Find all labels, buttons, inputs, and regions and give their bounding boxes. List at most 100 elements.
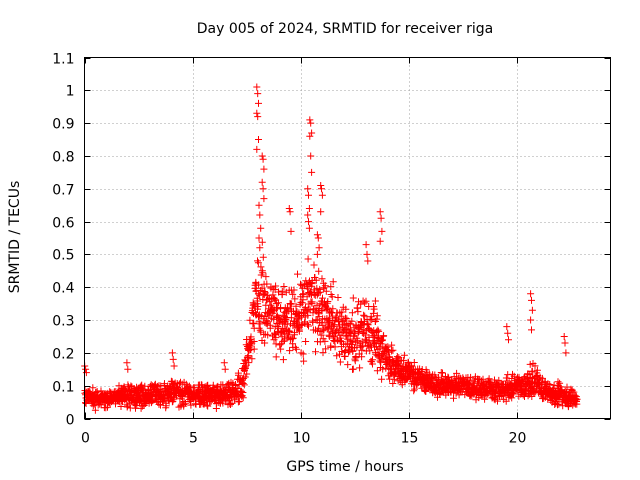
- data-point: [327, 283, 335, 291]
- data-point: [560, 333, 568, 340]
- chart-title: Day 005 of 2024, SRMTID for receiver rig…: [197, 21, 494, 37]
- data-point: [369, 309, 377, 317]
- y-tick-label: 0.8: [52, 150, 74, 166]
- data-point: [258, 267, 266, 275]
- data-point: [362, 297, 370, 305]
- data-point: [304, 311, 312, 319]
- data-point: [245, 359, 253, 367]
- data-point: [319, 294, 326, 302]
- data-point: [278, 287, 286, 295]
- data-point: [270, 295, 278, 303]
- data-point: [337, 334, 345, 342]
- data-point: [82, 365, 90, 373]
- data-point: [212, 405, 220, 412]
- x-tick-label: 10: [293, 431, 311, 447]
- data-point: [255, 136, 262, 143]
- data-point: [227, 401, 234, 408]
- data-point: [316, 288, 324, 296]
- data-point: [444, 373, 452, 381]
- data-point: [91, 406, 99, 414]
- data-point: [453, 369, 461, 377]
- data-point: [277, 345, 285, 353]
- data-point: [364, 257, 372, 265]
- data-point: [317, 331, 325, 339]
- data-point: [257, 263, 265, 271]
- data-point: [337, 312, 345, 320]
- data-point: [239, 394, 247, 402]
- data-point: [435, 373, 443, 381]
- data-point: [254, 259, 262, 267]
- data-point: [304, 320, 311, 328]
- data-point: [467, 373, 475, 381]
- data-point: [250, 345, 258, 353]
- data-point: [450, 394, 457, 402]
- data-point: [306, 132, 314, 140]
- data-point: [356, 364, 364, 372]
- data-point: [248, 355, 256, 363]
- data-point: [295, 326, 303, 334]
- data-point: [527, 290, 535, 298]
- data-point: [308, 168, 316, 176]
- data-point: [329, 322, 337, 330]
- data-point: [290, 286, 298, 294]
- data-point: [556, 379, 564, 387]
- data-point: [305, 205, 313, 212]
- x-tick-label: 0: [81, 431, 90, 447]
- data-point: [343, 315, 351, 323]
- data-point: [410, 359, 418, 366]
- data-point: [328, 293, 336, 301]
- data-point: [241, 373, 249, 381]
- data-point: [321, 282, 329, 290]
- data-point: [240, 381, 248, 389]
- data-point: [377, 214, 385, 222]
- data-point: [540, 394, 548, 402]
- data-point: [289, 334, 297, 342]
- data-point: [258, 152, 266, 160]
- data-point: [561, 339, 569, 347]
- data-point: [528, 393, 536, 400]
- data-point: [376, 237, 384, 245]
- data-point: [263, 317, 271, 325]
- data-point: [369, 356, 376, 364]
- data-point: [275, 288, 282, 296]
- data-point: [307, 152, 315, 160]
- y-tick-label: 1: [66, 84, 75, 100]
- data-point: [274, 299, 282, 307]
- data-point: [358, 346, 366, 354]
- data-point: [354, 308, 362, 316]
- y-tick-label: 0.1: [52, 380, 74, 396]
- data-point: [157, 382, 165, 390]
- data-point: [260, 195, 268, 203]
- data-point: [379, 365, 387, 373]
- data-point: [203, 401, 211, 409]
- data-point: [317, 297, 325, 305]
- data-point: [318, 275, 326, 283]
- data-point: [305, 224, 313, 232]
- data-point: [168, 349, 176, 357]
- data-point: [314, 234, 322, 242]
- data-point: [191, 384, 199, 392]
- data-point: [228, 399, 236, 407]
- data-point: [304, 211, 312, 219]
- data-point: [568, 387, 576, 395]
- data-point: [255, 234, 263, 242]
- data-point: [495, 376, 503, 384]
- data-point: [341, 353, 349, 360]
- data-point: [305, 322, 312, 330]
- data-point: [305, 191, 312, 199]
- data-point: [528, 326, 535, 334]
- data-point: [286, 208, 294, 216]
- data-point: [379, 336, 386, 344]
- data-point: [362, 241, 370, 249]
- data-point: [372, 350, 380, 358]
- data-point: [256, 326, 264, 334]
- data-point: [200, 400, 208, 408]
- data-point: [124, 365, 132, 373]
- data-point: [410, 387, 418, 395]
- data-point: [123, 359, 131, 367]
- data-point: [375, 327, 383, 335]
- data-point: [253, 145, 261, 153]
- data-point: [264, 331, 272, 339]
- data-point: [257, 224, 265, 232]
- data-point: [315, 244, 323, 252]
